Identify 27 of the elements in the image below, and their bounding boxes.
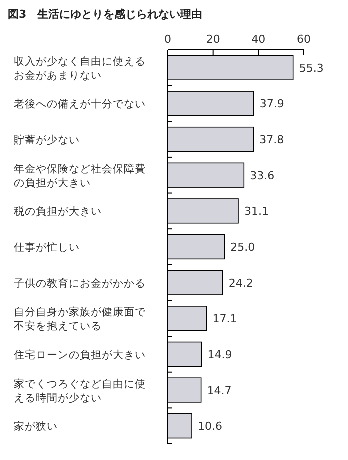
- y-tick-label: 年金や保険など社会保障費の負担が大きい: [14, 162, 146, 190]
- data-label: 17.1: [212, 312, 238, 326]
- data-label: 10.6: [198, 420, 223, 434]
- y-tick-label: 老後への備えが十分でない: [14, 98, 146, 111]
- data-label: 33.6: [250, 169, 275, 182]
- data-label: 55.3: [299, 62, 324, 75]
- data-label: 37.8: [260, 134, 284, 147]
- data-label: 24.2: [228, 276, 254, 290]
- y-tick-label: 子供の教育にお金がかかる: [14, 276, 146, 290]
- y-tick-label: 家が狭い: [14, 420, 58, 434]
- y-tick-label: 住宅ローンの負担が大きい: [14, 348, 146, 362]
- y-tick-label: 仕事が忙しい: [14, 241, 80, 254]
- x-tick-label: 60: [297, 33, 311, 46]
- x-tick-label: 20: [206, 33, 220, 46]
- data-label: 25.0: [230, 241, 256, 254]
- chart-title: 図3 生活にゆとりを感じられない理由: [8, 8, 203, 21]
- y-tick-label: 税の負担が大きい: [14, 205, 102, 218]
- data-label: 14.7: [207, 384, 232, 398]
- y-tick-label: 収入が少なく自由に使えるお金があまりない: [14, 54, 146, 82]
- y-tick-label: 自分自身か家族が健康面で不安を抱えている: [14, 306, 147, 333]
- y-tick-label: 家でくつろぐなど自由に使える時間が少ない: [14, 377, 146, 404]
- data-label: 31.1: [244, 205, 269, 218]
- x-tick-label: 0: [164, 33, 172, 46]
- x-tick-label: 40: [252, 33, 266, 46]
- data-label: 37.9: [260, 98, 284, 111]
- y-tick-label: 貯蓄が少ない: [14, 134, 80, 147]
- data-label: 14.9: [208, 348, 232, 362]
